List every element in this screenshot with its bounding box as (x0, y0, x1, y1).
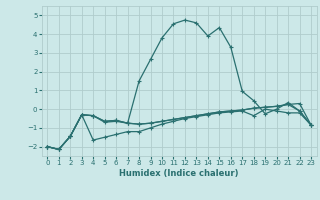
X-axis label: Humidex (Indice chaleur): Humidex (Indice chaleur) (119, 169, 239, 178)
